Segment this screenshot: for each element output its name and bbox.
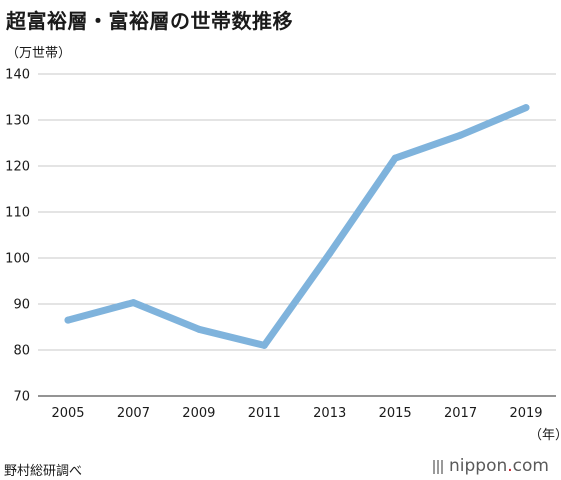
y-tick-label: 110 (5, 206, 30, 221)
x-tick-label: 2011 (248, 406, 281, 421)
x-tick-label: 2009 (182, 406, 215, 421)
y-tick-label: 140 (5, 68, 30, 83)
logo-name: nippon (449, 456, 508, 476)
x-tick-label: 2007 (117, 406, 150, 421)
y-tick-label: 70 (13, 390, 30, 405)
x-tick-labels: 2005 2007 2009 2011 2013 2015 2017 2019 (51, 406, 542, 421)
source-note: 野村総研調べ (4, 464, 83, 479)
x-axis-unit: （年） (529, 428, 561, 443)
data-point (326, 249, 334, 257)
x-tick-label: 2015 (379, 406, 412, 421)
nippon-logo: nippon. com (433, 456, 549, 476)
data-point (457, 131, 465, 139)
logo-dot: . (507, 456, 513, 476)
y-tick-label: 80 (13, 344, 30, 359)
logo-suffix: com (512, 456, 549, 476)
y-tick-label: 90 (13, 298, 30, 313)
y-tick-label: 100 (5, 252, 30, 267)
data-point (522, 104, 530, 112)
y-tick-label: 120 (5, 160, 30, 175)
x-tick-label: 2017 (444, 406, 477, 421)
y-tick-label: 130 (5, 114, 30, 129)
grid-lines (38, 73, 556, 397)
x-tick-label: 2019 (509, 406, 542, 421)
y-axis-unit: （万世帯） (6, 46, 72, 61)
series-group (64, 104, 530, 349)
data-point (391, 154, 399, 162)
series-line (64, 104, 530, 349)
data-point (129, 299, 137, 307)
data-point (64, 316, 72, 324)
x-tick-label: 2013 (313, 406, 346, 421)
y-tick-labels: 70 80 90 100 110 120 130 140 (5, 68, 30, 405)
chart-title: 超富裕層・富裕層の世帯数推移 (6, 9, 293, 33)
data-point (260, 341, 268, 349)
nippon-logo-icon (433, 459, 445, 474)
x-tick-label: 2005 (51, 406, 84, 421)
data-point (195, 325, 203, 333)
